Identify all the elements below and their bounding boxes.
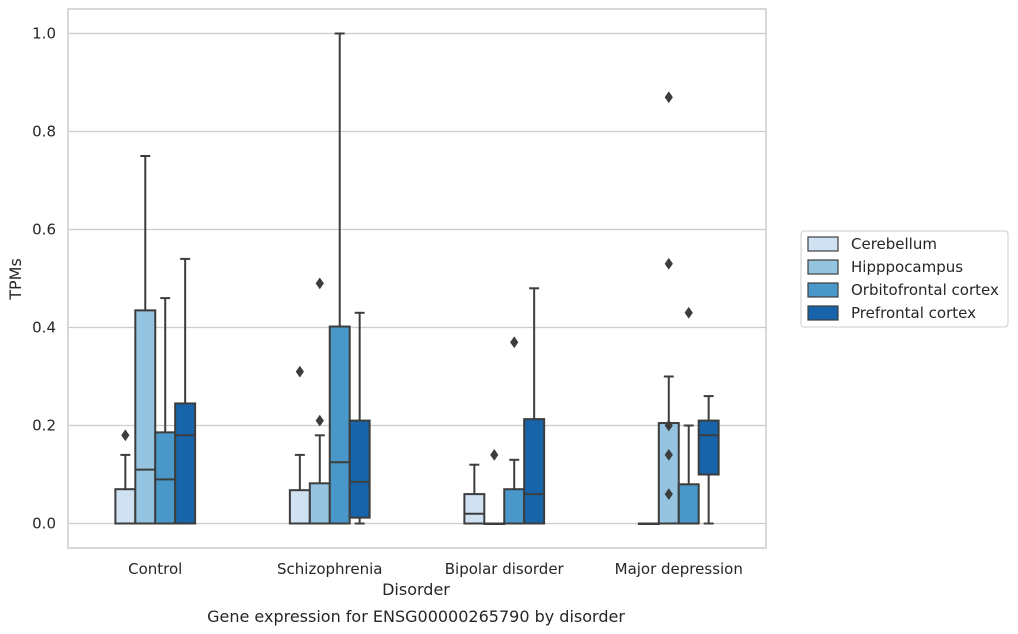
box-orbitofrontal-cortex	[677, 306, 700, 525]
box-iqr	[154, 431, 177, 525]
outlier-point	[664, 488, 673, 500]
legend-swatch	[807, 259, 839, 275]
legend-swatch	[807, 305, 839, 321]
chart-caption: Gene expression for ENSG00000265790 by d…	[207, 607, 625, 626]
x-tick-label: Schizophrenia	[277, 560, 382, 578]
box-iqr	[697, 419, 720, 476]
x-tick-label: Major depression	[615, 560, 743, 578]
box-iqr	[503, 488, 526, 525]
box-hipppocampus	[657, 91, 680, 525]
outlier-point	[315, 414, 324, 427]
box-iqr	[657, 422, 680, 525]
box-group-control	[114, 155, 197, 525]
box-iqr	[288, 489, 311, 525]
box-orbitofrontal-cortex	[328, 32, 351, 525]
box-iqr	[677, 483, 700, 525]
box-hipppocampus	[308, 277, 331, 525]
x-tick-label: Bipolar disorder	[445, 560, 565, 578]
y-tick-label: 0.8	[32, 123, 56, 141]
legend-label: Hipppocampus	[851, 258, 963, 276]
y-tick-label: 1.0	[32, 25, 56, 43]
box-iqr	[328, 325, 351, 525]
box-iqr	[463, 493, 486, 525]
box-group-major-depression	[637, 91, 720, 525]
box-prefrontal-cortex	[697, 395, 720, 525]
box-cerebellum	[114, 429, 137, 525]
box-iqr	[348, 419, 371, 519]
y-axis-title: TPMs	[6, 258, 25, 301]
x-tick-labels: Control Schizophrenia Bipolar disorder Majo…	[128, 560, 743, 578]
box-groups	[114, 32, 720, 525]
legend-swatch	[807, 236, 839, 252]
box-orbitofrontal-cortex	[154, 297, 177, 525]
box-group-schizophrenia	[288, 32, 371, 525]
outlier-point	[664, 419, 673, 432]
box-prefrontal-cortex	[348, 311, 371, 525]
outlier-point	[295, 365, 304, 378]
outlier-point	[664, 257, 673, 270]
outlier-point	[664, 449, 673, 461]
outlier-point	[510, 336, 519, 349]
legend-label: Cerebellum	[851, 235, 937, 253]
outlier-point	[490, 449, 499, 461]
x-axis-title: Disorder	[382, 580, 450, 599]
box-iqr	[134, 309, 157, 525]
y-tick-label: 0.0	[32, 515, 56, 533]
outlier-point	[315, 277, 324, 290]
box-hipppocampus	[134, 155, 157, 525]
legend-label: Orbitofrontal cortex	[851, 281, 999, 299]
box-cerebellum	[637, 522, 660, 525]
y-tick-labels: 0.0 0.2 0.4 0.6 0.8 1.0	[32, 25, 56, 533]
legend-swatch	[807, 282, 839, 298]
plot-frame	[67, 8, 767, 549]
outlier-point	[684, 306, 693, 319]
y-tick-label: 0.4	[32, 319, 56, 337]
box-iqr	[523, 418, 546, 525]
legend: Cerebellum Hipppocampus Orbitofrontal cort…	[800, 230, 1009, 328]
box-prefrontal-cortex	[523, 287, 546, 525]
outlier-point	[664, 91, 673, 104]
box-cerebellum	[463, 463, 486, 525]
legend-frame	[800, 230, 1009, 328]
y-tick-label: 0.2	[32, 417, 56, 435]
box-prefrontal-cortex	[174, 257, 197, 525]
y-tick-label: 0.6	[32, 221, 56, 239]
box-iqr	[174, 402, 197, 525]
box-iqr	[114, 488, 137, 525]
box-iqr	[308, 482, 331, 525]
legend-label: Prefrontal cortex	[851, 304, 976, 322]
box-group-bipolar-disorder	[463, 287, 546, 525]
x-tick-label: Control	[128, 560, 182, 578]
outlier-point	[121, 429, 130, 442]
